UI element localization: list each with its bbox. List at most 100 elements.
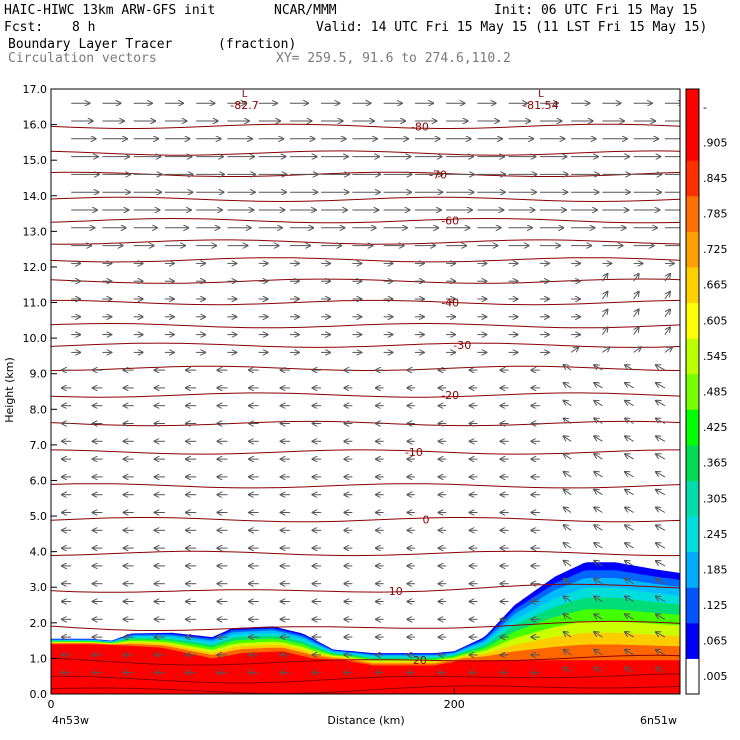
colorbar-label: .845 [703,172,728,185]
isotherm-line [51,257,680,263]
circulation-vector [633,292,639,300]
model-title: HAIC-HIWC 13km ARW-GFS init [4,3,216,18]
isotherm-line [51,517,680,523]
y-tick-label: 12.0 [23,261,48,274]
isotherm-line [51,550,680,557]
isotherm-line [51,449,680,455]
x-tick-label: 0 [48,698,55,711]
circulation-vector [625,596,634,602]
colorbar-swatch [686,266,699,304]
colorbar-swatch [686,195,699,232]
circulation-vector [594,525,603,531]
temp-label: -40 [441,297,459,310]
circulation-vector [656,650,666,656]
y-tick-label: 6.0 [30,474,48,487]
x-right-location: 6n51w [640,714,677,727]
y-tick-label: 5.0 [30,510,48,523]
circulation-vector [625,490,634,496]
isotherm-line [51,322,680,329]
circulation-vector [625,525,634,531]
circulation-vector [564,490,572,496]
circulation-vector [564,401,572,407]
circulation-vector [601,292,607,300]
isotherm-line [51,685,680,694]
circulation-vector [564,650,572,656]
colorbar-label: .785 [703,208,728,221]
y-tick-label: 17.0 [23,83,48,96]
colorbar-label: .425 [703,421,728,434]
isotherm-line [51,392,680,398]
circulation-vector [625,508,634,513]
fcst-value: 8 h [72,20,96,35]
colorbar: .005 .065 .125 .185 .245 .305 .365 .425 .485 .545… [685,88,728,695]
circulation-vector [664,347,672,353]
circulation-vector [664,292,670,300]
circulation-vector [656,401,666,407]
x-axis: 0 200 [48,688,465,711]
min-marker: L [538,89,544,100]
circulation-vector [625,561,634,567]
circulation-vector [594,472,603,478]
colorbar-swatch [686,89,699,126]
circulation-vector [656,561,666,567]
colorbar-label: .485 [703,386,728,399]
y-tick-label: 1.0 [30,652,48,665]
temp-label: 20 [413,654,427,667]
y-tick-label: 8.0 [30,403,48,416]
field1-units: (fraction) [218,37,297,52]
temp-label: 0 [422,514,429,527]
circulation-vector [656,525,666,531]
isotherm-line [51,673,680,684]
isotherm-line [51,654,680,666]
circulation-vector [601,310,607,318]
y-tick-label: 16.0 [23,119,48,132]
circulation-vector [656,668,666,674]
isotherm-line [51,420,680,427]
circulation-vector [625,632,634,638]
y-tick-label: 7.0 [30,439,48,452]
colorbar-label: .605 [703,314,728,327]
y-tick-label: 9.0 [30,368,48,381]
circulation-vector [564,383,572,389]
circulation-vector [656,543,666,549]
circulation-vector [594,507,603,513]
circulation-vector [633,347,641,353]
circulation-vector [625,614,634,620]
circulation-vector [601,274,607,282]
circulation-vector [564,418,572,424]
circulation-vectors [62,103,680,674]
circulation-vector [656,436,666,442]
circulation-vector [594,454,603,460]
x-tick-label: 200 [444,698,465,711]
isotherm-line [51,123,680,129]
isotherm-line [51,278,680,284]
circulation-vector [594,436,603,442]
circulation-vector [564,614,572,620]
circulation-vector [656,365,666,371]
temp-label: -10 [405,446,423,459]
isotherm-line [51,196,680,203]
y-tick-label: 4.0 [30,546,48,559]
colorbar-swatch [686,551,699,588]
circulation-vector [601,327,607,335]
colorbar-label: .725 [703,243,728,256]
circulation-vector [625,454,634,460]
circulation-vector [564,579,572,585]
circulation-vector [664,274,670,282]
circulation-vector [656,383,666,389]
circulation-vector [594,365,603,371]
temp-label: 10 [389,585,403,598]
colorbar-label: .305 [703,492,728,505]
y-tick-label: 11.0 [23,297,48,310]
x-axis-label: Distance (km) [327,714,404,727]
circulation-vector [625,650,634,656]
y-tick-label: 0.0 [30,688,48,701]
colorbar-swatch [686,587,699,624]
temp-label: -70 [429,168,447,181]
colorbar-swatch [686,124,699,161]
colorbar-label: .665 [703,279,728,292]
circulation-vector [594,418,603,424]
colorbar-swatch [686,409,699,446]
circulation-vector [564,507,572,513]
